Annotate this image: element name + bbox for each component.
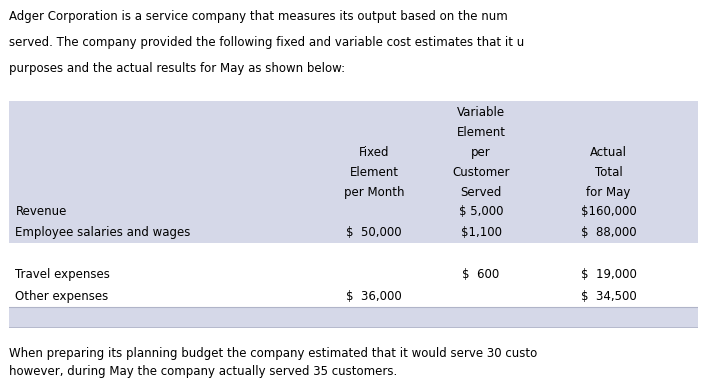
Text: Actual: Actual	[590, 146, 627, 159]
Text: Employee salaries and wages: Employee salaries and wages	[16, 226, 191, 239]
Text: $  34,500: $ 34,500	[581, 289, 637, 303]
FancyBboxPatch shape	[9, 286, 698, 307]
Text: $160,000: $160,000	[581, 205, 637, 218]
Text: per Month: per Month	[344, 186, 404, 199]
Text: Element: Element	[457, 126, 506, 139]
Text: Served: Served	[460, 186, 502, 199]
Text: $ 5,000: $ 5,000	[459, 205, 503, 218]
Text: Variable: Variable	[457, 106, 505, 120]
Text: Revenue: Revenue	[16, 205, 67, 218]
Text: Fixed: Fixed	[359, 146, 389, 159]
Text: Other expenses: Other expenses	[16, 289, 108, 303]
Text: Travel expenses: Travel expenses	[16, 268, 111, 281]
Text: $  50,000: $ 50,000	[346, 226, 402, 239]
Text: Element: Element	[350, 166, 398, 179]
FancyBboxPatch shape	[9, 201, 698, 222]
Text: $  88,000: $ 88,000	[581, 226, 637, 239]
Text: Adger Corporation is a service company that measures its output based on the num: Adger Corporation is a service company t…	[9, 10, 507, 23]
FancyBboxPatch shape	[9, 101, 698, 328]
FancyBboxPatch shape	[9, 222, 698, 243]
Text: served. The company provided the following fixed and variable cost estimates tha: served. The company provided the followi…	[9, 36, 524, 49]
FancyBboxPatch shape	[9, 307, 698, 328]
Text: however, during May the company actually served 35 customers.: however, during May the company actually…	[9, 365, 397, 378]
Text: for May: for May	[586, 186, 631, 199]
Text: per: per	[471, 146, 491, 159]
Text: $  600: $ 600	[462, 268, 500, 281]
Text: Total: Total	[595, 166, 623, 179]
Text: $  19,000: $ 19,000	[581, 268, 637, 281]
Text: $1,100: $1,100	[461, 226, 501, 239]
FancyBboxPatch shape	[9, 243, 698, 264]
Text: Customer: Customer	[452, 166, 510, 179]
Text: When preparing its planning budget the company estimated that it would serve 30 : When preparing its planning budget the c…	[9, 347, 537, 360]
FancyBboxPatch shape	[9, 264, 698, 286]
Text: purposes and the actual results for May as shown below:: purposes and the actual results for May …	[9, 62, 345, 76]
Text: $  36,000: $ 36,000	[346, 289, 402, 303]
